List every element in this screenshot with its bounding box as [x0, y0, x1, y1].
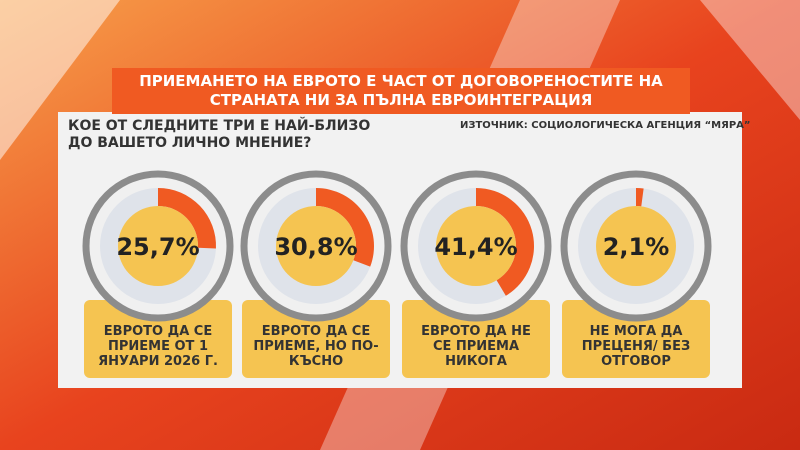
value-label: 30,8%	[274, 233, 357, 261]
card	[84, 300, 232, 378]
category-label: ЕВРОТО ДА НЕ СЕ ПРИЕМА НИКОГА	[421, 324, 531, 369]
center	[596, 206, 676, 286]
center	[276, 206, 356, 286]
card	[242, 300, 390, 378]
value-label: 2,1%	[603, 233, 670, 261]
donut-arc	[476, 188, 535, 296]
card	[562, 300, 710, 378]
title-bar	[112, 68, 690, 114]
center	[436, 206, 516, 286]
center	[118, 206, 198, 286]
donut-arc	[316, 188, 374, 267]
category-label: ЕВРОТО ДА СЕ ПРИЕМЕ ОТ 1 ЯНУАРИ 2026 Г.	[98, 324, 218, 369]
stripe	[700, 0, 800, 120]
question: КОЕ ОТ СЛЕДНИТЕ ТРИ Е НАЙ-БЛИЗО ДО ВАШЕТ…	[68, 118, 371, 151]
chart-title: ПРИЕМАНЕТО НА ЕВРОТО Е ЧАСТ ОТ ДОГОВОРЕН…	[139, 72, 663, 109]
category-label: ЕВРОТО ДА СЕ ПРИЕМЕ, НО ПО-КЪСНО	[253, 324, 379, 369]
category-label: НЕ МОГА ДА ПРЕЦЕНЯ/ БЕЗ ОТГОВОР	[581, 324, 691, 369]
donut-arc	[636, 188, 644, 207]
value-label: 25,7%	[116, 233, 199, 261]
source: ИЗТОЧНИК: СОЦИОЛОГИЧЕСКА АГЕНЦИЯ “МЯРА”	[460, 120, 751, 131]
card	[402, 300, 550, 378]
stripe	[0, 0, 120, 160]
donut-arc	[158, 188, 217, 249]
value-label: 41,4%	[434, 233, 517, 261]
